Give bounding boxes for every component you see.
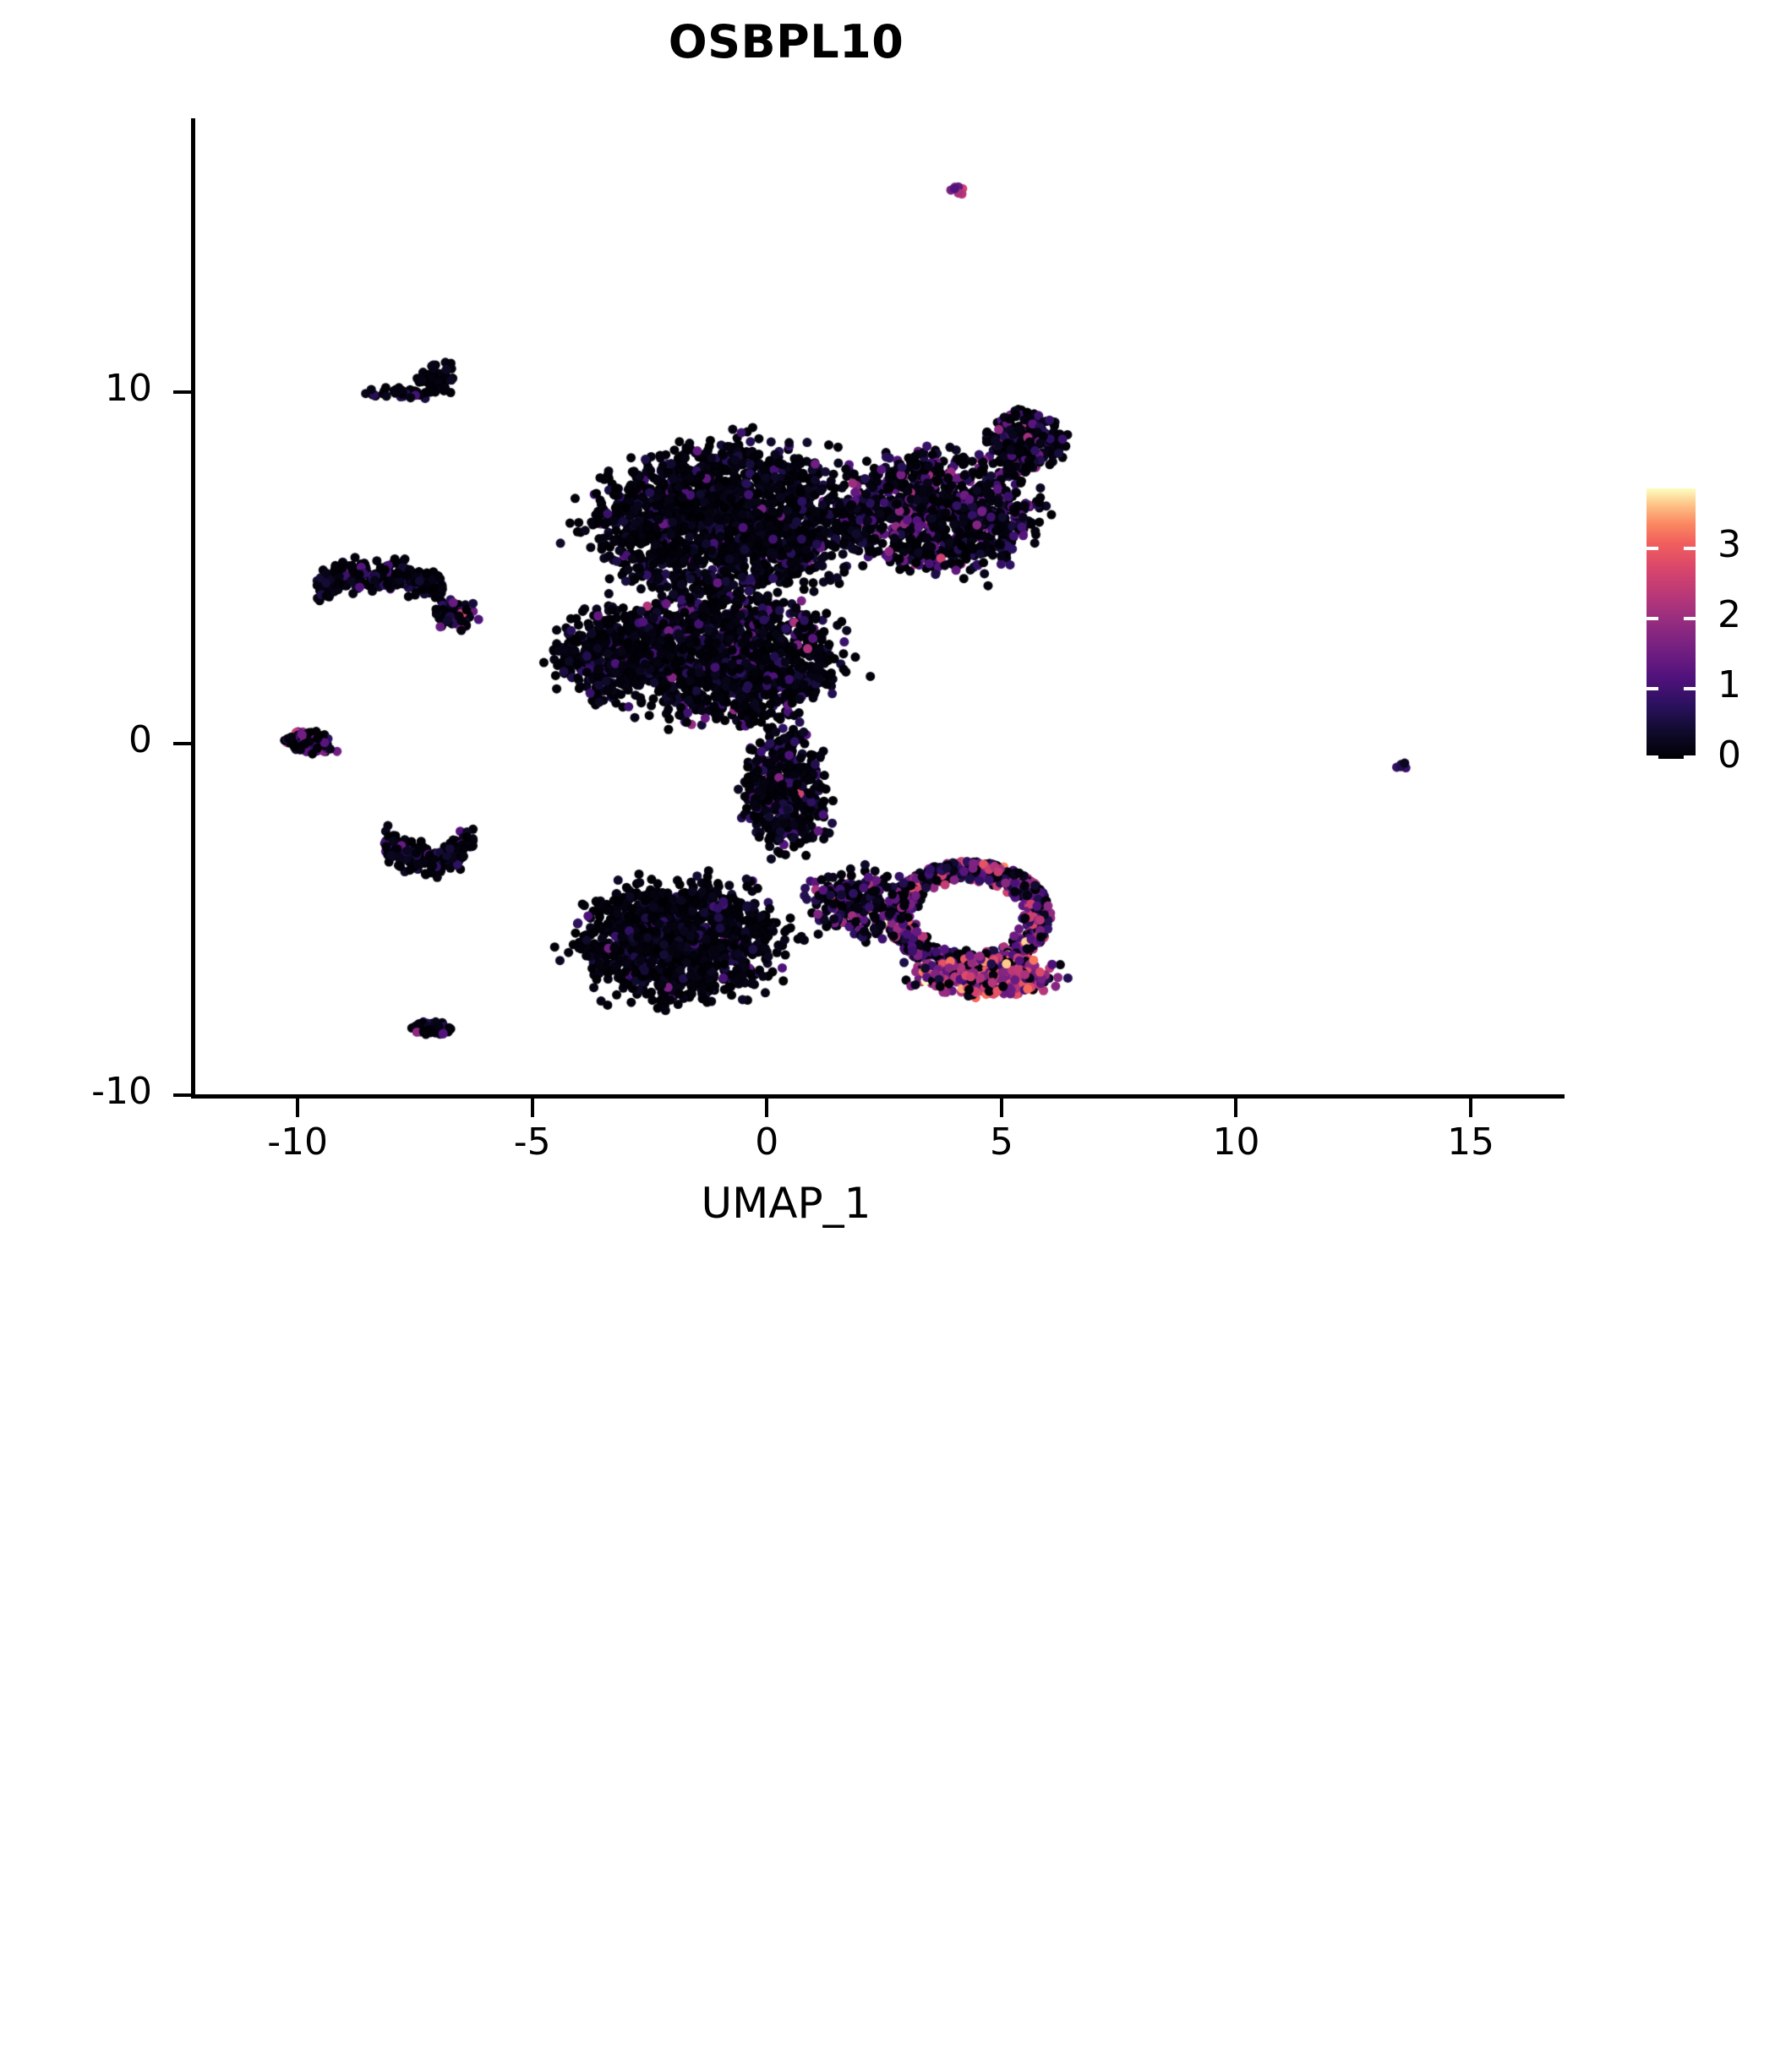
x-tick--10: [296, 1099, 300, 1117]
y-tick-10: [173, 390, 192, 395]
x-tick-label-5: 5: [989, 1121, 1013, 1164]
y-tick-label-0: 0: [128, 718, 152, 762]
x-tick-5: [999, 1099, 1003, 1117]
y-tick-label--10: -10: [91, 1070, 152, 1113]
x-tick-label-10: 10: [1212, 1121, 1260, 1164]
colorbar-tick-0: [1684, 755, 1696, 759]
scatter-canvas: [194, 118, 1555, 1095]
colorbar-tick-2: [1684, 616, 1696, 620]
x-tick-15: [1469, 1099, 1473, 1117]
colorbar-tick-1: [1647, 686, 1658, 690]
colorbar-label-3: 3: [1718, 522, 1741, 566]
y-axis-label-wrap: UMAP_2: [80, 1095, 131, 2072]
colorbar-label-2: 2: [1718, 592, 1741, 636]
x-axis-label: UMAP_1: [701, 1179, 871, 1228]
x-tick-10: [1234, 1099, 1238, 1117]
x-tick-label-0: 0: [755, 1121, 779, 1164]
colorbar-gradient: [1647, 488, 1696, 759]
y-tick-0: [173, 742, 192, 746]
colorbar-tick-0: [1647, 755, 1658, 759]
plot-area: [194, 118, 1555, 1095]
y-tick--10: [173, 1093, 192, 1097]
colorbar-tick-2: [1647, 616, 1658, 620]
x-tick-label-15: 15: [1447, 1121, 1495, 1164]
colorbar-tick-3: [1684, 546, 1696, 550]
x-axis-spine: [191, 1094, 1565, 1099]
x-tick-0: [765, 1099, 769, 1117]
y-tick-label-10: 10: [105, 367, 152, 411]
colorbar-tick-3: [1647, 546, 1658, 550]
x-tick-label--5: -5: [513, 1121, 551, 1164]
colorbar-label-1: 1: [1718, 662, 1741, 706]
page-title: OSBPL10: [668, 15, 904, 68]
x-tick--5: [530, 1099, 534, 1117]
x-tick-label--10: -10: [267, 1121, 329, 1164]
y-axis-spine: [191, 118, 195, 1099]
colorbar-tick-1: [1684, 686, 1696, 690]
colorbar: [1647, 488, 1696, 759]
colorbar-label-0: 0: [1718, 733, 1741, 777]
